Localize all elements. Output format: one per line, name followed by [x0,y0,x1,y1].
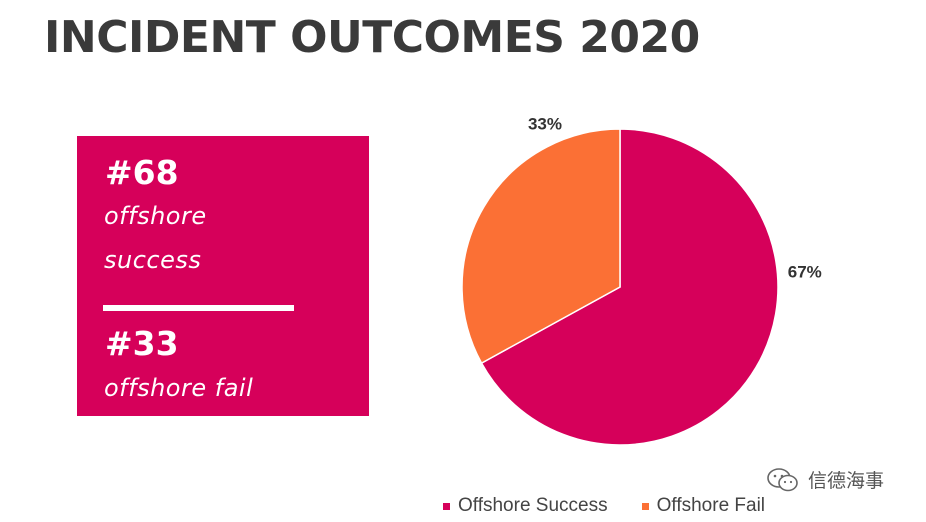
wechat-icon [767,467,798,491]
success-label: offshore success [104,194,344,282]
legend-item-offshore-fail: Offshore Fail [641,495,766,517]
watermark: 信德海事 [766,466,884,493]
page-title: INCIDENT OUTCOMES 2020 [44,12,700,63]
stats-divider [103,305,294,311]
legend-item-offshore-success: Offshore Success [443,495,608,517]
legend-swatch [641,502,649,510]
pie-slice-offshore-success [480,128,779,446]
fail-label: offshore fail [104,374,254,402]
chart-legend: Offshore Success Offshore Fail [443,494,799,518]
stats-panel: #68 offshore success #33 offshore fail [77,136,369,416]
watermark-text: 信德海事 [808,470,885,492]
legend-swatch [443,502,450,510]
legend-label: Offshore Fail [656,495,766,516]
pie-slice-offshore-fail [461,128,621,365]
success-label-line1: offshore [104,202,207,230]
success-label-line2: success [104,246,202,274]
success-count: #68 [105,153,179,192]
legend-label: Offshore Success [458,495,608,516]
data-label-offshore-success: 67% [788,263,822,282]
fail-count: #33 [105,324,179,363]
data-label-offshore-fail: 33% [528,114,562,133]
